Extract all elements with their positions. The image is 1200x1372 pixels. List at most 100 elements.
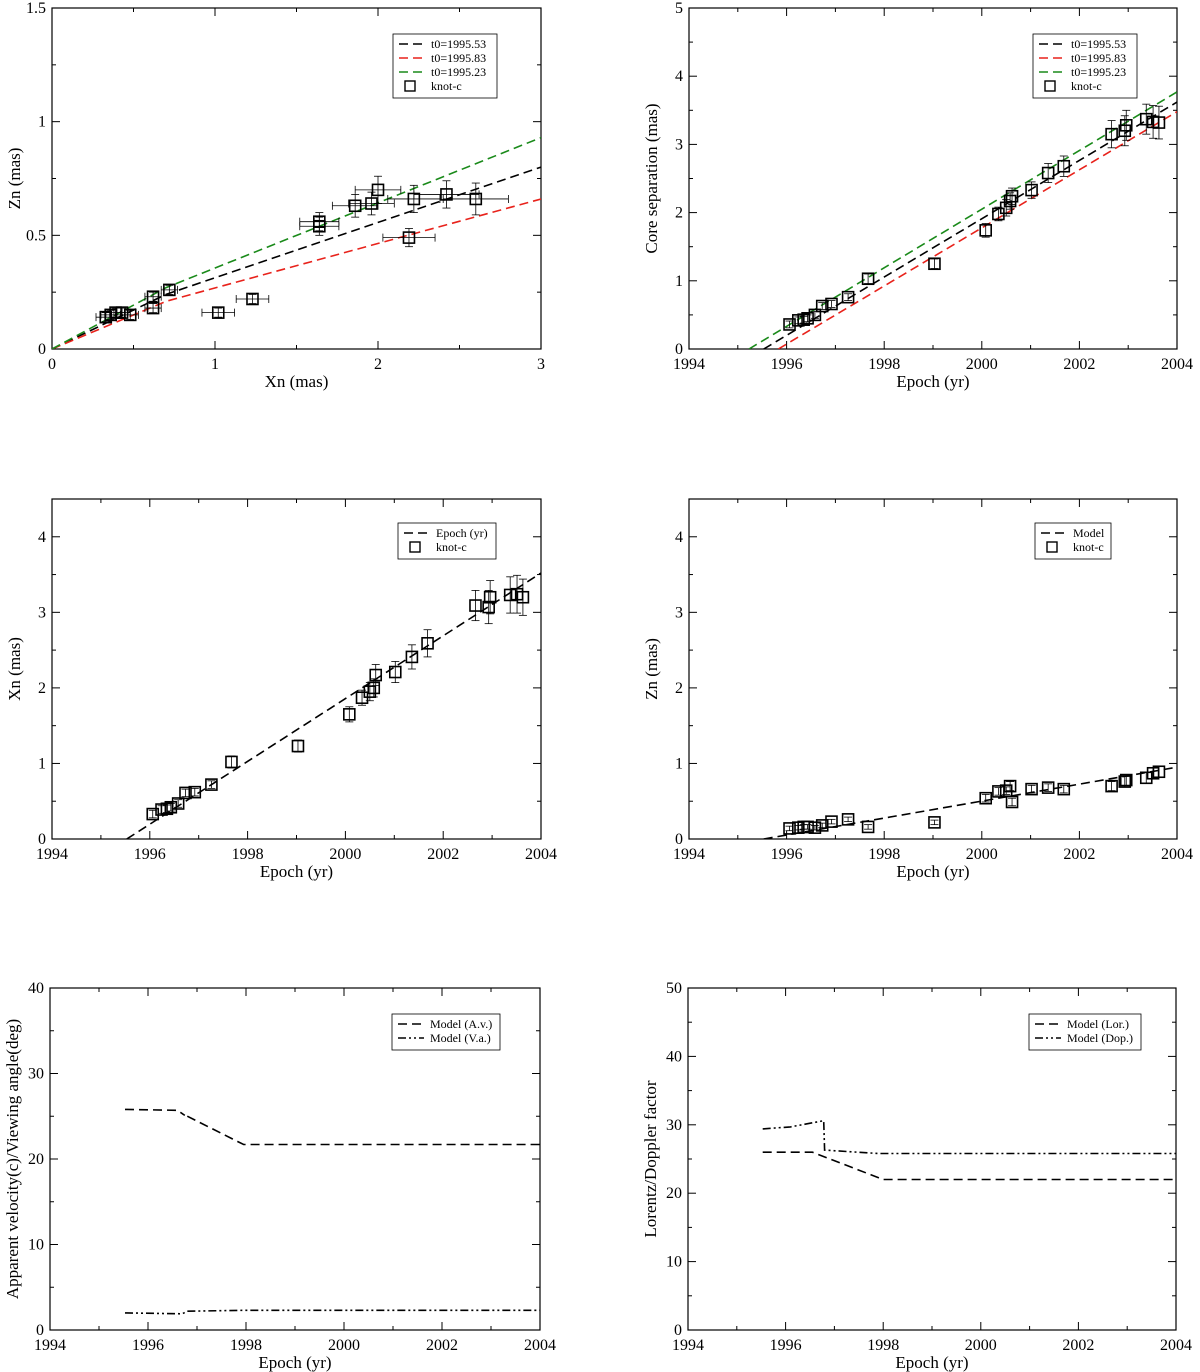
data-point <box>1025 782 1038 796</box>
data-point <box>442 182 509 216</box>
legend-label: t0=1995.83 <box>1071 51 1126 65</box>
y-tick-label: 4 <box>675 529 683 546</box>
data-point <box>469 590 482 622</box>
x-axis-label: Epoch (yr) <box>896 372 969 391</box>
data-point <box>1005 187 1019 205</box>
data-point <box>1119 109 1133 141</box>
square-marker <box>371 183 385 197</box>
y-axis-label: Zn (mas) <box>642 638 661 700</box>
data-point <box>369 664 383 687</box>
square-marker <box>388 665 402 679</box>
data-point <box>928 816 941 829</box>
chart-panel-5: 1994 1996 1998 2000 2002 2004 0 10 20 30 40 Epoch (… <box>3 980 556 1372</box>
x-tick-label: 1994 <box>36 846 68 863</box>
square-marker <box>188 785 202 799</box>
x-tick-label: 2002 <box>1063 356 1095 373</box>
y-axis-label: Apparent velocity(c)/Viewing angle(deg) <box>3 1019 22 1299</box>
y-tick-label: 4 <box>38 529 46 546</box>
legend-box <box>392 33 498 99</box>
plot-area <box>763 765 1177 839</box>
series-line-1 <box>763 766 1177 839</box>
data-point <box>388 661 402 683</box>
data-point <box>1139 103 1153 135</box>
data-point <box>343 706 356 723</box>
y-tick-label: 30 <box>666 1117 682 1134</box>
legend: Model (Lor.)Model (Dop.) <box>1028 1013 1142 1051</box>
square-marker <box>861 820 875 834</box>
y-tick-label: 1 <box>675 273 683 290</box>
y-tick-label: 0 <box>38 341 46 358</box>
chart-panel-3: 1994 1996 1998 2000 2002 2004 0 1 2 3 4 Epoch (yr) X… <box>5 498 557 881</box>
data-point <box>482 590 495 625</box>
square-marker <box>1005 189 1019 203</box>
square-marker <box>225 755 238 769</box>
square-marker <box>1105 779 1118 793</box>
y-tick-label: 0 <box>674 1322 682 1339</box>
data-point <box>225 755 238 769</box>
series-line-3 <box>748 91 1177 349</box>
data-point <box>164 800 178 814</box>
square-marker <box>825 297 838 311</box>
x-tick-label: 1996 <box>770 1337 802 1354</box>
y-tick-label: 1 <box>38 755 46 772</box>
y-tick-label: 40 <box>666 1048 682 1065</box>
x-tick-label: 2002 <box>1063 846 1095 863</box>
legend-box <box>391 1013 501 1051</box>
square-marker <box>171 797 185 810</box>
x-tick-label: 2004 <box>525 846 557 863</box>
legend-label: knot-c <box>1073 540 1104 554</box>
x-tick-label: 2002 <box>1062 1337 1094 1354</box>
square-marker <box>483 590 497 604</box>
legend-box <box>397 522 497 560</box>
data-point <box>382 228 436 248</box>
y-tick-label: 0 <box>38 831 46 848</box>
square-marker <box>928 816 941 829</box>
x-tick-label: 1 <box>211 356 219 373</box>
chart-panel-6: 1994 1996 1998 2000 2002 2004 0 10 20 30 40 50 Epoch… <box>641 980 1192 1372</box>
y-tick-label: 50 <box>666 980 682 997</box>
data-point <box>1105 120 1118 149</box>
data-point <box>841 290 855 304</box>
square-marker <box>825 815 838 828</box>
plot-area <box>52 136 541 349</box>
square-marker <box>1139 771 1153 785</box>
series-line-1 <box>126 572 541 839</box>
x-tick-label: 2000 <box>966 846 998 863</box>
y-tick-label: 20 <box>28 1151 44 1168</box>
x-tick-label: 1994 <box>672 1337 704 1354</box>
legend-marker <box>404 80 416 92</box>
y-axis-label: Core separation (mas) <box>642 103 661 253</box>
x-tick-label: 2004 <box>1160 1337 1192 1354</box>
square-marker <box>205 778 218 791</box>
x-tick-label: 2002 <box>426 1337 458 1354</box>
data-point <box>1005 795 1019 809</box>
data-point <box>179 786 192 800</box>
legend-label: t0=1995.53 <box>431 37 486 51</box>
legend-label: Model (Dop.) <box>1067 1031 1133 1045</box>
data-point <box>354 175 402 204</box>
legend-label: Model <box>1073 526 1105 540</box>
legend-label: t0=1995.83 <box>431 51 486 65</box>
y-axis-label: Zn (mas) <box>5 148 24 210</box>
legend-label: knot-c <box>436 540 467 554</box>
square-marker <box>1139 112 1153 126</box>
data-point <box>825 297 838 311</box>
y-tick-label: 1 <box>675 755 683 772</box>
plot-area <box>762 1119 1176 1181</box>
series-line-1 <box>763 101 1177 349</box>
x-tick-label: 2000 <box>329 846 361 863</box>
square-marker <box>1025 782 1038 796</box>
square-marker <box>1057 782 1071 796</box>
plot-area <box>126 572 541 839</box>
x-tick-label: 2004 <box>1161 356 1193 373</box>
y-tick-label: 30 <box>28 1066 44 1083</box>
x-tick-label: 1994 <box>673 846 705 863</box>
legend-marker <box>409 541 421 553</box>
series-line-2 <box>124 1309 540 1315</box>
x-axis-label: Epoch (yr) <box>258 1353 331 1372</box>
square-marker <box>440 188 453 201</box>
x-tick-label: 1996 <box>771 846 803 863</box>
